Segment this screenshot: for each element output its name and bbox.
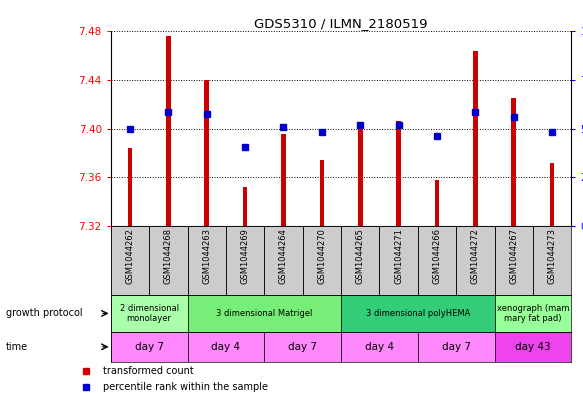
Bar [456,226,494,295]
Bar [435,180,440,226]
Bar [149,226,188,295]
Text: GSM1044268: GSM1044268 [164,228,173,284]
Bar [380,226,418,295]
Bar [188,226,226,295]
Text: percentile rank within the sample: percentile rank within the sample [103,382,268,392]
Bar [418,332,494,362]
Text: day 7: day 7 [288,342,317,352]
Bar [473,51,477,226]
Bar [264,332,341,362]
Text: GSM1044266: GSM1044266 [433,228,441,284]
Text: GSM1044263: GSM1044263 [202,228,211,284]
Bar [166,36,171,226]
Text: GSM1044269: GSM1044269 [241,228,250,284]
Text: 2 dimensional
monolayer: 2 dimensional monolayer [120,304,179,323]
Bar [111,332,188,362]
Text: GSM1044267: GSM1044267 [510,228,518,284]
Bar [319,160,324,226]
Bar [281,134,286,226]
Bar [341,226,380,295]
Bar [264,226,303,295]
Text: GSM1044273: GSM1044273 [547,228,557,284]
Text: day 4: day 4 [365,342,394,352]
Text: day 43: day 43 [515,342,551,352]
Bar [243,187,247,226]
Bar [111,295,188,332]
Text: GSM1044262: GSM1044262 [125,228,135,284]
Text: GSM1044265: GSM1044265 [356,228,365,284]
Bar [494,226,533,295]
Bar [205,80,209,226]
Text: day 7: day 7 [442,342,470,352]
Text: xenograph (mam
mary fat pad): xenograph (mam mary fat pad) [497,304,569,323]
Text: day 7: day 7 [135,342,164,352]
Bar [494,295,571,332]
Text: day 4: day 4 [212,342,240,352]
Text: 3 dimensional Matrigel: 3 dimensional Matrigel [216,309,312,318]
Bar [550,163,554,226]
Text: transformed count: transformed count [103,366,194,376]
Text: GSM1044272: GSM1044272 [471,228,480,284]
Title: GDS5310 / ILMN_2180519: GDS5310 / ILMN_2180519 [254,17,428,30]
Text: GSM1044264: GSM1044264 [279,228,288,284]
Bar [533,226,571,295]
Text: growth protocol: growth protocol [6,309,82,318]
Bar [396,121,401,226]
Text: GSM1044270: GSM1044270 [317,228,326,284]
Bar [341,295,494,332]
Text: GSM1044271: GSM1044271 [394,228,403,284]
Bar [188,295,341,332]
Bar [188,332,264,362]
Bar [303,226,341,295]
Bar [341,332,418,362]
Bar [226,226,264,295]
Bar [358,123,363,226]
Bar [494,332,571,362]
Text: 3 dimensional polyHEMA: 3 dimensional polyHEMA [366,309,470,318]
Bar [111,226,149,295]
Bar [418,226,456,295]
Text: time: time [6,342,28,352]
Bar [511,98,516,226]
Bar [128,148,132,226]
